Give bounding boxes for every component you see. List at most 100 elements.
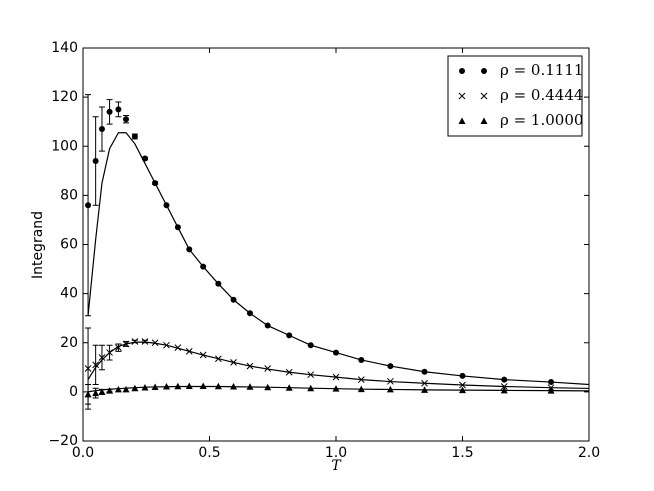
data-point (215, 280, 222, 287)
y-tick-label: 40 (60, 286, 78, 302)
data-point (246, 383, 254, 390)
fit-line (87, 341, 590, 390)
data-point (421, 379, 428, 387)
x-tick-label: 0.5 (198, 445, 220, 461)
data-point (174, 344, 182, 352)
data-point (214, 382, 222, 390)
plot-frame (82, 47, 590, 442)
x-tick-label: 1.5 (451, 445, 473, 461)
data-point (215, 355, 222, 363)
legend-marker (458, 117, 466, 124)
fit-line (87, 132, 590, 386)
x-tick-label: 0.0 (72, 445, 94, 461)
data-point (106, 349, 113, 356)
data-point (200, 263, 207, 270)
data-point (162, 382, 170, 390)
data-point (98, 354, 106, 361)
data-point (357, 385, 365, 393)
data-point (163, 341, 170, 349)
data-point (307, 371, 315, 379)
data-point (230, 296, 237, 303)
data-point (547, 387, 555, 394)
legend-marker (481, 68, 487, 74)
data-point (386, 385, 394, 393)
data-point (141, 155, 148, 162)
data-point (421, 368, 428, 375)
data-point (131, 338, 139, 345)
data-point (123, 116, 130, 123)
y-tick-label: 60 (60, 237, 78, 253)
data-point (500, 386, 508, 394)
data-point (131, 133, 138, 140)
data-point (332, 373, 340, 381)
y-tick-label: 20 (60, 335, 78, 351)
y-tick-label: 100 (51, 138, 78, 154)
data-point (174, 382, 182, 390)
data-point (106, 387, 114, 394)
data-point (122, 385, 130, 393)
data-point (264, 365, 272, 372)
y-axis-label: Integrand (30, 211, 46, 279)
data-point (332, 385, 340, 392)
data-point (230, 359, 237, 366)
data-point (459, 386, 466, 394)
x-axis-label: T (331, 458, 342, 474)
data-point (185, 382, 193, 389)
data-point (264, 322, 271, 329)
y-tick-label: 140 (51, 40, 78, 56)
data-point (115, 106, 122, 113)
data-point (122, 340, 130, 348)
data-point (357, 376, 365, 383)
legend-marker (480, 92, 488, 100)
data-point (92, 157, 99, 164)
data-point (85, 202, 92, 209)
data-point (421, 386, 429, 393)
data-point (286, 332, 293, 339)
data-point (106, 108, 113, 115)
data-point (163, 202, 170, 209)
y-tick-label: 120 (51, 89, 78, 105)
data-point (151, 339, 159, 347)
data-point (141, 338, 149, 345)
legend-label: ρ = 0.4444 (500, 86, 583, 104)
data-point (98, 126, 105, 133)
data-point (131, 384, 139, 392)
data-point (459, 372, 466, 379)
legend-label: ρ = 0.1111 (500, 61, 583, 79)
data-point (358, 356, 365, 363)
data-point (285, 368, 293, 376)
data-point (186, 246, 193, 253)
data-point (84, 390, 92, 398)
y-tick-label: 0 (69, 384, 78, 400)
y-tick-label: −20 (48, 433, 78, 449)
data-point (246, 310, 253, 317)
data-point (141, 383, 149, 391)
data-point (92, 361, 100, 369)
legend-box (447, 55, 583, 137)
data-point (501, 376, 508, 383)
data-point (199, 351, 207, 359)
data-point (264, 383, 272, 391)
data-point (246, 362, 254, 370)
legend-label: ρ = 1.0000 (500, 111, 583, 129)
data-point (285, 384, 293, 391)
data-point (114, 385, 122, 393)
data-point (307, 384, 315, 392)
data-point (92, 389, 100, 397)
data-point (500, 383, 508, 390)
legend-marker (458, 92, 466, 100)
data-point (459, 381, 466, 389)
data-point (174, 224, 181, 231)
x-tick-label: 2.0 (578, 445, 600, 461)
data-point (84, 365, 92, 372)
legend-marker (480, 117, 488, 124)
legend-marker (459, 68, 465, 74)
x-tick-label: 1.0 (325, 445, 347, 461)
data-point (199, 382, 207, 389)
data-point (230, 382, 238, 390)
y-tick-label: 80 (60, 187, 78, 203)
data-point (387, 363, 394, 370)
data-point (98, 388, 106, 395)
data-point (115, 344, 122, 352)
